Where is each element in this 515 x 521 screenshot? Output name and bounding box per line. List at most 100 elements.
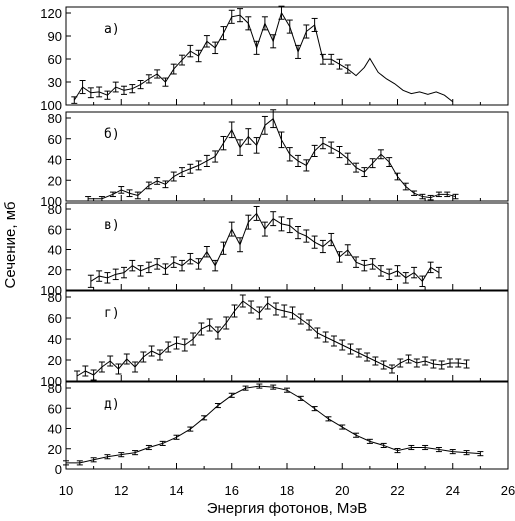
error-bar bbox=[107, 355, 114, 367]
error-bar bbox=[278, 216, 285, 232]
error-bar bbox=[278, 5, 285, 20]
panel-frame bbox=[65, 202, 509, 291]
error-bar bbox=[76, 460, 83, 466]
y-tick-label: 30 bbox=[48, 75, 62, 90]
panel-2: 100 20 40 60 80 б) bbox=[40, 109, 509, 209]
y-tick-label: 40 bbox=[48, 243, 62, 258]
error-bar bbox=[330, 335, 337, 347]
error-bar bbox=[179, 259, 186, 272]
error-bar bbox=[245, 16, 252, 31]
error-bar bbox=[314, 327, 321, 339]
error-bar bbox=[228, 221, 235, 237]
error-bar bbox=[386, 268, 393, 281]
error-bar bbox=[361, 259, 368, 272]
error-bar bbox=[380, 360, 387, 370]
error-bar bbox=[154, 69, 161, 79]
error-bar bbox=[295, 154, 302, 168]
x-tick-label: 14 bbox=[169, 483, 183, 498]
y-tick-label: 100 bbox=[40, 98, 62, 113]
error-bar bbox=[132, 450, 139, 456]
error-bar bbox=[435, 266, 442, 279]
error-bar bbox=[355, 348, 362, 358]
y-tick-label: 60 bbox=[48, 52, 62, 67]
data-line bbox=[76, 300, 467, 377]
error-bar bbox=[463, 450, 470, 456]
panel-label: б) bbox=[104, 127, 120, 142]
error-bar bbox=[405, 354, 412, 364]
y-tick-label: 20 bbox=[48, 173, 62, 188]
error-bar bbox=[336, 251, 343, 263]
error-bar bbox=[372, 356, 379, 366]
error-bar bbox=[344, 152, 351, 165]
error-bar bbox=[311, 17, 318, 32]
error-bar bbox=[201, 415, 208, 421]
error-bar bbox=[463, 359, 470, 369]
error-bar bbox=[386, 157, 393, 168]
error-bar bbox=[134, 191, 141, 200]
error-bar bbox=[419, 193, 426, 200]
error-bar bbox=[435, 191, 442, 198]
error-bar bbox=[297, 395, 304, 401]
error-bar bbox=[325, 416, 332, 422]
y-tick-label: 100 bbox=[40, 283, 62, 298]
error-bar bbox=[366, 438, 373, 444]
x-axis: 10 12 14 16 18 20 22 24 26 bbox=[59, 483, 515, 498]
x-tick-label: 26 bbox=[501, 483, 515, 498]
data-line bbox=[88, 117, 456, 200]
panel-label: а) bbox=[104, 22, 120, 37]
error-bar bbox=[121, 85, 128, 95]
data-line bbox=[66, 385, 481, 464]
error-bar bbox=[306, 319, 313, 331]
panel-4: 100 20 40 60 80 г) bbox=[40, 290, 509, 389]
panel-frame bbox=[65, 111, 509, 202]
y-tick-label: 100 bbox=[40, 374, 62, 389]
error-bar bbox=[212, 41, 219, 55]
x-axis-label: Энергия фотонов, МэВ bbox=[207, 500, 368, 517]
error-bar bbox=[170, 256, 177, 268]
error-bar bbox=[295, 44, 302, 59]
error-bar bbox=[220, 135, 227, 151]
y-tick-label: 60 bbox=[48, 401, 62, 416]
error-bar bbox=[264, 296, 271, 310]
error-bar bbox=[270, 109, 277, 129]
error-bar bbox=[129, 84, 136, 94]
error-bar bbox=[79, 80, 86, 95]
error-bar bbox=[90, 369, 97, 381]
error-bar bbox=[104, 272, 111, 284]
error-bar bbox=[422, 444, 429, 451]
error-bar bbox=[328, 53, 335, 65]
error-bar bbox=[477, 451, 484, 457]
error-bar bbox=[303, 24, 310, 39]
error-bar bbox=[104, 90, 111, 100]
error-bar bbox=[353, 432, 360, 438]
x-tick-label: 24 bbox=[446, 483, 460, 498]
error-bar bbox=[96, 86, 103, 98]
error-bar bbox=[311, 406, 318, 412]
error-bar bbox=[137, 265, 144, 277]
error-bar bbox=[140, 351, 147, 363]
y-tick-label: 20 bbox=[48, 442, 62, 457]
error-bar bbox=[303, 229, 310, 243]
error-bar bbox=[162, 180, 169, 189]
error-bar bbox=[369, 258, 376, 270]
error-bar bbox=[449, 449, 456, 455]
error-bar bbox=[369, 158, 376, 169]
error-bar bbox=[129, 259, 136, 272]
error-bar bbox=[319, 239, 326, 254]
y-tick-label: 40 bbox=[48, 153, 62, 168]
error-bar bbox=[319, 53, 326, 65]
error-bar bbox=[261, 221, 268, 237]
error-bar bbox=[245, 128, 252, 145]
error-bar bbox=[286, 147, 293, 162]
error-bar bbox=[228, 392, 235, 398]
error-bar bbox=[430, 359, 437, 369]
error-bar bbox=[126, 189, 133, 198]
error-bar bbox=[408, 444, 415, 451]
x-tick-label: 10 bbox=[59, 483, 73, 498]
error-bar bbox=[253, 205, 260, 221]
error-bar bbox=[339, 424, 346, 430]
error-bar bbox=[195, 160, 202, 171]
error-bar bbox=[98, 196, 105, 202]
error-bar bbox=[411, 190, 418, 196]
